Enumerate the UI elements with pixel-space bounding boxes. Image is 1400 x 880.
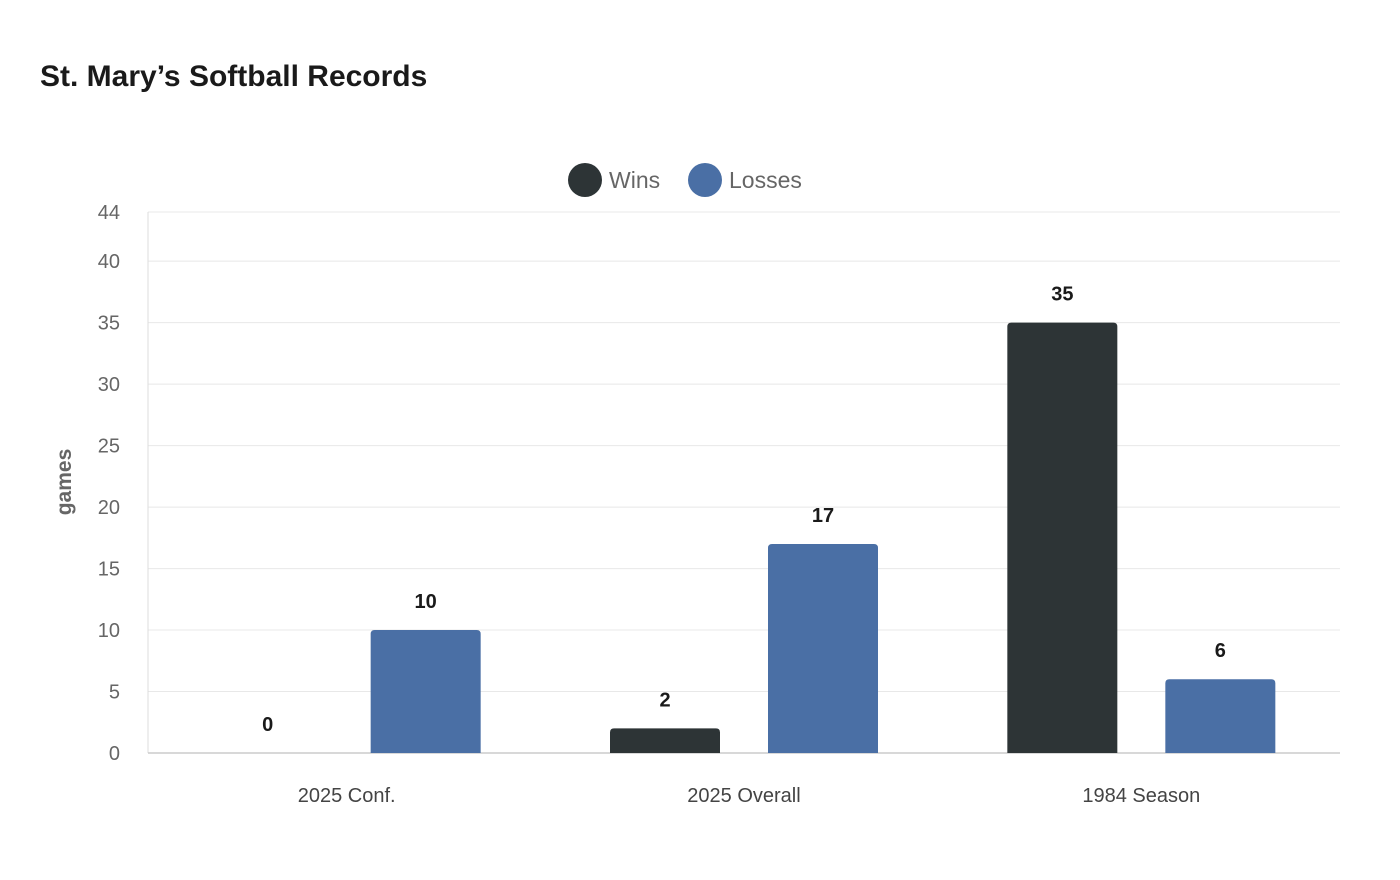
y-tick-label: 44 [98,202,120,224]
legend-label-losses: Losses [729,167,802,193]
data-label: 35 [1051,284,1073,306]
bar-wins [610,728,720,753]
data-label: 17 [812,505,834,527]
bar-losses [370,630,481,753]
chart-title: St. Mary’s Softball Records [40,60,428,93]
data-label: 2 [659,689,670,711]
y-tick-label: 20 [98,497,120,519]
bar-wins [1007,322,1118,753]
data-label: 10 [415,591,437,613]
y-tick-label: 30 [98,374,120,396]
y-tick-label: 0 [109,743,120,765]
y-tick-label: 5 [109,682,120,704]
x-tick-label: 2025 Overall [687,785,800,807]
legend-swatch-losses [688,163,722,197]
y-tick-label: 15 [98,559,120,581]
y-axis-label: games [53,449,76,516]
bar-losses [768,543,878,753]
y-tick-label: 10 [98,620,120,642]
x-tick-label: 2025 Conf. [298,785,396,807]
data-label: 0 [262,714,273,736]
data-label: 6 [1215,640,1226,662]
x-tick-label: 1984 Season [1082,785,1200,807]
y-tick-label: 40 [98,251,120,273]
y-tick-label: 25 [98,436,120,458]
y-tick-label: 35 [98,313,120,335]
legend-swatch-wins [568,163,602,197]
bar-losses [1165,679,1276,753]
legend-label-wins: Wins [609,167,660,193]
